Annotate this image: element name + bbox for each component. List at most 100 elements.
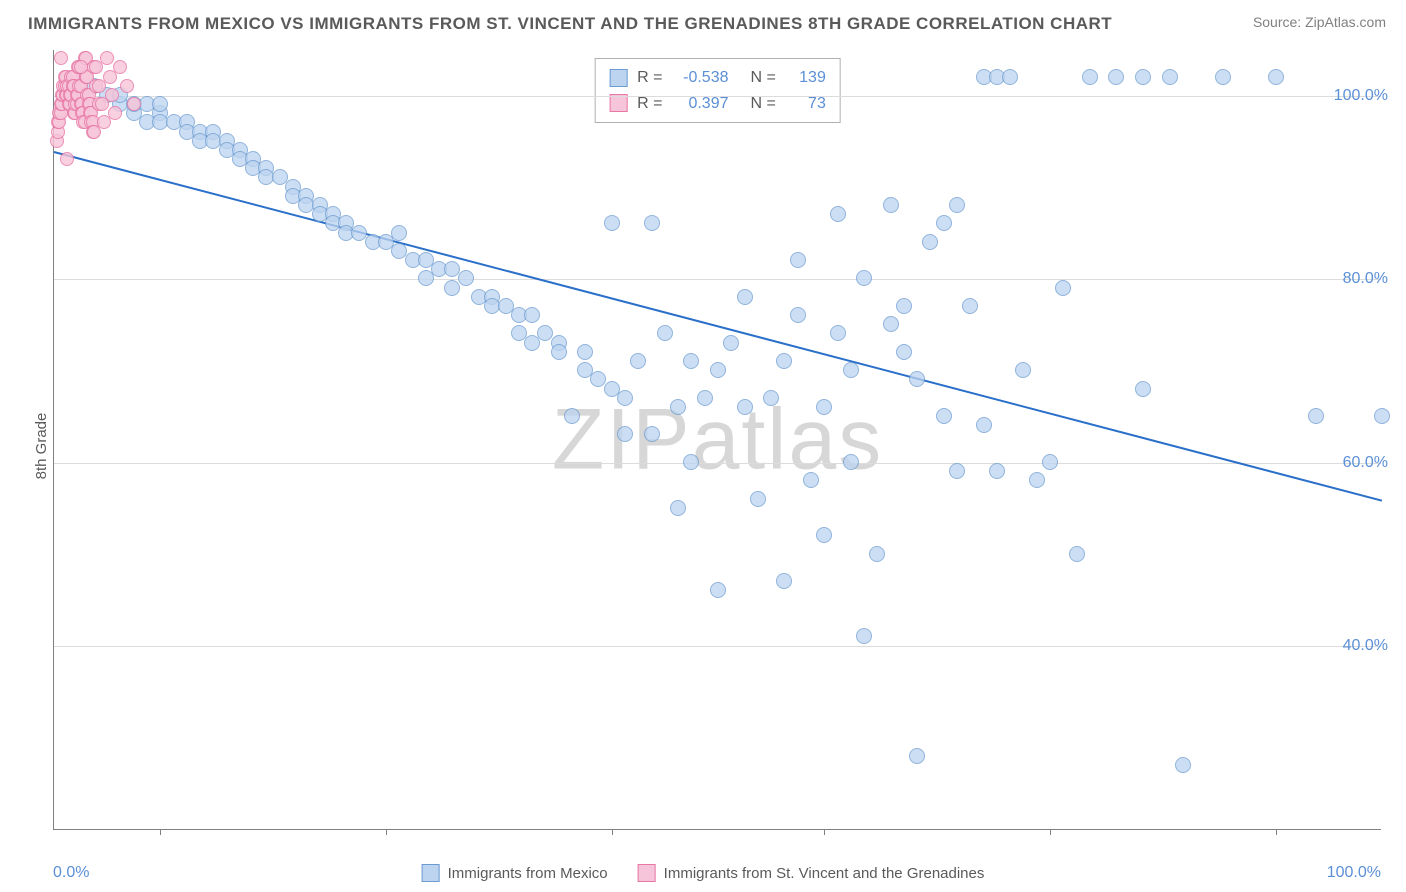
gridline — [54, 646, 1381, 647]
data-point — [763, 390, 779, 406]
data-point — [697, 390, 713, 406]
x-tick — [1050, 829, 1051, 835]
data-point — [922, 234, 938, 250]
legend-swatch — [638, 864, 656, 882]
data-point — [816, 527, 832, 543]
data-point — [1055, 280, 1071, 296]
data-point — [670, 399, 686, 415]
data-point — [737, 399, 753, 415]
y-tick-label: 60.0% — [1343, 454, 1388, 472]
data-point — [776, 353, 792, 369]
data-point — [1108, 69, 1124, 85]
data-point — [577, 344, 593, 360]
data-point — [683, 353, 699, 369]
chart-title: IMMIGRANTS FROM MEXICO VS IMMIGRANTS FRO… — [28, 14, 1112, 34]
data-point — [883, 197, 899, 213]
y-tick-label: 40.0% — [1343, 637, 1388, 655]
data-point — [856, 628, 872, 644]
data-point — [790, 252, 806, 268]
data-point — [1308, 408, 1324, 424]
data-point — [524, 307, 540, 323]
x-tick — [160, 829, 161, 835]
data-point — [127, 97, 141, 111]
data-point — [1135, 381, 1151, 397]
data-point — [776, 573, 792, 589]
data-point — [617, 390, 633, 406]
stats-row: R =-0.538N =139 — [609, 65, 826, 91]
data-point — [644, 426, 660, 442]
legend-swatch — [609, 94, 627, 112]
data-point — [1162, 69, 1178, 85]
data-point — [883, 316, 899, 332]
legend-item: Immigrants from Mexico — [422, 864, 608, 882]
data-point — [737, 289, 753, 305]
stat-n-value: 73 — [786, 91, 826, 117]
data-point — [962, 298, 978, 314]
data-point — [683, 454, 699, 470]
data-point — [843, 362, 859, 378]
x-tick — [824, 829, 825, 835]
data-point — [74, 60, 88, 74]
legend-bottom: Immigrants from MexicoImmigrants from St… — [422, 864, 985, 882]
x-tick — [386, 829, 387, 835]
data-point — [750, 491, 766, 507]
data-point — [670, 500, 686, 516]
data-point — [936, 408, 952, 424]
data-point — [1175, 757, 1191, 773]
data-point — [816, 399, 832, 415]
data-point — [105, 88, 119, 102]
legend-label: Immigrants from Mexico — [448, 865, 608, 882]
x-axis-min-label: 0.0% — [53, 864, 89, 882]
data-point — [644, 215, 660, 231]
data-point — [856, 270, 872, 286]
gridline — [54, 279, 1381, 280]
data-point — [120, 79, 134, 93]
data-point — [657, 325, 673, 341]
data-point — [830, 206, 846, 222]
data-point — [1135, 69, 1151, 85]
source-label: Source: ZipAtlas.com — [1253, 14, 1386, 30]
data-point — [710, 582, 726, 598]
stat-n-label: N = — [751, 91, 776, 117]
data-point — [790, 307, 806, 323]
x-tick — [612, 829, 613, 835]
data-point — [458, 270, 474, 286]
data-point — [830, 325, 846, 341]
data-point — [949, 463, 965, 479]
gridline — [54, 96, 1381, 97]
data-point — [617, 426, 633, 442]
stats-legend: R =-0.538N =139R =0.397N =73 — [594, 58, 841, 123]
data-point — [936, 215, 952, 231]
trendline — [54, 151, 1383, 502]
data-point — [113, 60, 127, 74]
data-point — [710, 362, 726, 378]
legend-swatch — [422, 864, 440, 882]
data-point — [723, 335, 739, 351]
data-point — [949, 197, 965, 213]
data-point — [1215, 69, 1231, 85]
stats-row: R =0.397N =73 — [609, 91, 826, 117]
stat-n-value: 139 — [786, 65, 826, 91]
gridline — [54, 463, 1381, 464]
y-axis-label: 8th Grade — [33, 413, 50, 480]
data-point — [1268, 69, 1284, 85]
data-point — [976, 417, 992, 433]
x-tick — [1276, 829, 1277, 835]
data-point — [1042, 454, 1058, 470]
x-axis-max-label: 100.0% — [1327, 864, 1381, 882]
data-point — [100, 51, 114, 65]
stat-r-value: -0.538 — [673, 65, 729, 91]
data-point — [989, 463, 1005, 479]
data-point — [108, 106, 122, 120]
data-point — [630, 353, 646, 369]
data-point — [896, 298, 912, 314]
data-point — [1015, 362, 1031, 378]
data-point — [391, 225, 407, 241]
data-point — [843, 454, 859, 470]
data-point — [909, 748, 925, 764]
data-point — [1082, 69, 1098, 85]
data-point — [803, 472, 819, 488]
stat-r-value: 0.397 — [673, 91, 729, 117]
data-point — [1069, 546, 1085, 562]
data-point — [604, 215, 620, 231]
